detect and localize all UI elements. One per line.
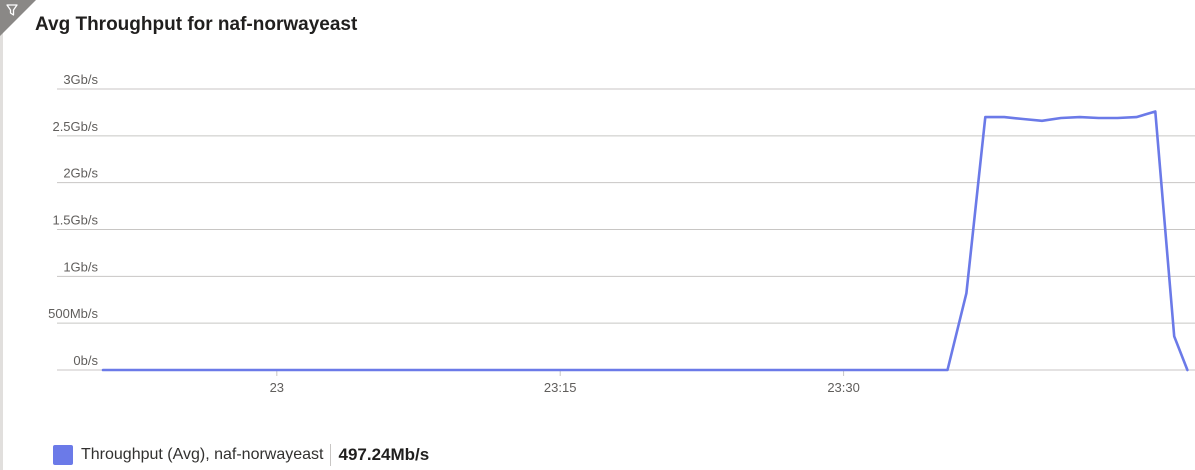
- throughput-line-chart[interactable]: 0b/s 500Mb/s 1Gb/s 1.5Gb/s 2Gb/s 2.5Gb/s 3Gb/s…: [0, 0, 1195, 430]
- series-line-throughput[interactable]: [101, 110, 1189, 372]
- legend-divider: [329, 444, 331, 466]
- legend-series-name: Throughput (Avg), naf-norwayeast: [81, 446, 324, 463]
- y-tick-label: 3Gb/s: [63, 72, 98, 87]
- y-tick-label: 1.5Gb/s: [52, 213, 98, 228]
- filter-icon[interactable]: [0, 0, 36, 36]
- chart-title: Avg Throughput for naf-norwayeast: [35, 14, 358, 35]
- y-tick-label: 0b/s: [73, 353, 98, 368]
- y-tick-label: 2.5Gb/s: [52, 119, 98, 134]
- y-tick-label: 1Gb/s: [63, 259, 98, 274]
- panel-left-border: [0, 0, 3, 470]
- chart-legend[interactable]: Throughput (Avg), naf-norwayeast 497.24M…: [53, 444, 429, 466]
- legend-color-swatch: [53, 445, 73, 465]
- x-tick-label: 23: [270, 380, 284, 395]
- y-tick-label: 500Mb/s: [48, 306, 98, 321]
- x-tick-label: 23:15: [544, 380, 577, 395]
- y-tick-label: 2Gb/s: [63, 166, 98, 181]
- x-tick-label: 23:30: [827, 380, 860, 395]
- legend-series-value: 497.24Mb/s: [338, 445, 430, 464]
